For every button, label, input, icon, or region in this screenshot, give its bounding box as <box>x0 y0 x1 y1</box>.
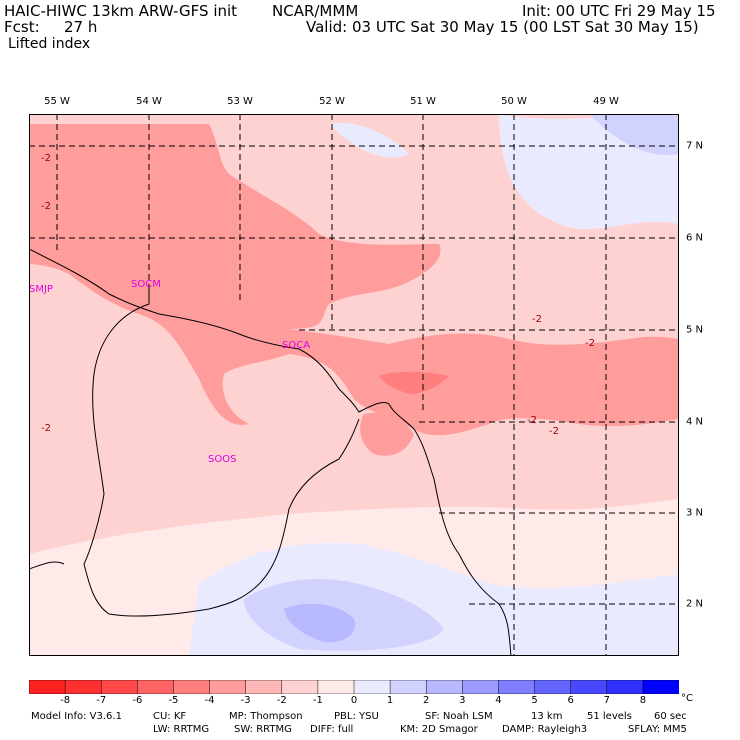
colorbar-tick-label: 5 <box>531 695 538 706</box>
colorbar-swatch <box>281 680 319 694</box>
damping-option: DAMP: Rayleigh3 <box>502 724 588 735</box>
map-border <box>29 114 679 656</box>
colorbar-tick-label: 4 <box>495 695 502 706</box>
model-info: Model Info: V3.6.1 <box>31 711 122 722</box>
colorbar-swatch <box>642 680 679 694</box>
colorbar-swatch <box>534 680 572 694</box>
contour-label: -2 <box>585 338 595 349</box>
org-label: NCAR/MMM <box>272 2 359 20</box>
time-step: 60 sec <box>654 711 687 722</box>
colorbar-swatch <box>606 680 644 694</box>
colorbar-swatch <box>100 680 139 694</box>
colorbar-tick-label: 8 <box>639 695 647 706</box>
contour-label: -2 <box>41 153 51 164</box>
colorbar-tick-label: -8 <box>60 695 71 706</box>
model-title: HAIC-HIWC 13km ARW-GFS init <box>4 2 238 20</box>
lat-label: 5 N <box>686 324 704 336</box>
microphysics-scheme: MP: Thompson <box>229 711 303 722</box>
colorbar-swatch <box>29 680 66 694</box>
contour-label: -2 <box>41 201 51 212</box>
station-label: SOOS <box>208 454 236 465</box>
valid-time: Valid: 03 UTC Sat 30 May 15 (00 LST Sat … <box>306 18 699 36</box>
coastline-borders <box>29 248 512 656</box>
lat-label: 3 N <box>686 507 704 519</box>
colorbar-tick-label: -2 <box>276 695 287 706</box>
field-name: Lifted index <box>8 36 91 52</box>
colorbar-swatch <box>462 680 500 694</box>
surface-scheme: SF: Noah LSM <box>425 711 493 722</box>
colorbar-tick-label: -4 <box>204 695 215 706</box>
longwave-scheme: LW: RRTMG <box>153 724 210 735</box>
cumulus-scheme: CU: KF <box>153 711 187 722</box>
colorbar-tick-label: -3 <box>240 695 251 706</box>
colorbar <box>29 680 679 694</box>
lifted-index-map: SMJP SOCM SOCA SOOS -2 -2 -2 -2 -2 -2 -2 <box>29 114 679 656</box>
lon-label: 52 W <box>319 96 345 107</box>
colorbar-swatch <box>209 680 247 694</box>
colorbar-tick-label: 7 <box>603 695 610 706</box>
positive-lifted-region <box>284 603 355 643</box>
lon-label: 50 W <box>501 96 527 107</box>
negative-lifted-region <box>360 412 414 456</box>
forecast-label: Fcst: <box>4 18 40 36</box>
station-label: SOCM <box>131 279 161 290</box>
colorbar-swatch <box>353 680 391 694</box>
contour-label: -2 <box>41 423 51 434</box>
colorbar-tick-label: -7 <box>96 695 107 706</box>
forecast-hours: 27 h <box>64 18 98 36</box>
negative-lifted-region <box>29 124 679 436</box>
contour-label: -2 <box>549 426 559 437</box>
colorbar-tick-label: 3 <box>459 695 466 706</box>
colorbar-swatch <box>173 680 211 694</box>
shortwave-scheme: SW: RRTMG <box>234 724 292 735</box>
contour-label: -2 <box>532 314 542 325</box>
colorbar-tick-label: 6 <box>567 695 574 706</box>
init-time: Init: 00 UTC Fri 29 May 15 <box>522 2 716 20</box>
colorbar-unit: °C <box>681 693 693 704</box>
lat-label: 2 N <box>686 598 704 610</box>
colorbar-swatch <box>389 680 427 694</box>
lat-label: 4 N <box>686 416 704 428</box>
diffusion-option: DIFF: full <box>310 724 354 735</box>
station-label: SMJP <box>29 284 53 295</box>
lat-lon-grid <box>29 114 679 656</box>
colorbar-swatch <box>570 680 608 694</box>
colorbar-tick-label: -5 <box>168 695 179 706</box>
lon-label: 51 W <box>410 96 436 107</box>
colorbar-swatch <box>137 680 175 694</box>
surface-layer-scheme: SFLAY: MM5 <box>628 724 687 735</box>
colorbar-tick-label: 1 <box>386 695 394 706</box>
pbl-scheme: PBL: YSU <box>334 711 379 722</box>
colorbar-tick-label: 2 <box>423 695 430 706</box>
lon-label: 53 W <box>227 96 253 107</box>
positive-lifted-region <box>329 123 409 158</box>
km-option: KM: 2D Smagor <box>400 724 478 735</box>
lon-label: 49 W <box>593 96 619 107</box>
positive-lifted-region <box>589 114 679 155</box>
grid-spacing: 13 km <box>531 711 563 722</box>
colorbar-tick-label: -1 <box>312 695 323 706</box>
colorbar-tick-label: -6 <box>132 695 143 706</box>
colorbar-swatch <box>317 680 355 694</box>
lat-label: 7 N <box>686 140 704 152</box>
colorbar-tick-label: 0 <box>350 695 358 706</box>
colorbar-swatch <box>245 680 283 694</box>
lat-label: 6 N <box>686 232 704 244</box>
colorbar-swatch <box>425 680 464 694</box>
lon-label: 54 W <box>136 96 162 107</box>
negative-lifted-region <box>379 371 449 394</box>
colorbar-swatch <box>498 680 536 694</box>
lon-label: 55 W <box>44 96 70 107</box>
colorbar-swatch <box>64 680 102 694</box>
contour-label: -2 <box>527 415 537 426</box>
vertical-levels: 51 levels <box>587 711 632 722</box>
station-label: SOCA <box>282 340 310 351</box>
